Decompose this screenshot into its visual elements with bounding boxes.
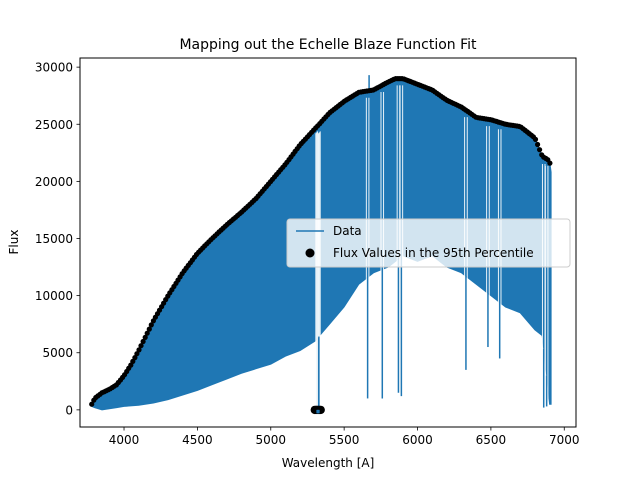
y-tick-label: 10000 xyxy=(35,289,73,303)
y-tick-label: 25000 xyxy=(35,118,73,132)
y-tick-label: 15000 xyxy=(35,232,73,246)
y-tick-label: 5000 xyxy=(42,346,73,360)
legend-percentile-label: Flux Values in the 95th Percentile xyxy=(333,246,534,260)
x-tick-label: 6000 xyxy=(402,433,433,447)
y-tick-label: 0 xyxy=(65,403,73,417)
y-tick-label: 20000 xyxy=(35,175,73,189)
legend-percentile-swatch xyxy=(305,248,315,258)
percentile-point xyxy=(148,322,154,328)
x-axis-label: Wavelength [A] xyxy=(282,456,375,470)
axes-frame xyxy=(79,57,577,428)
chart-title: Mapping out the Echelle Blaze Function F… xyxy=(179,37,477,53)
percentile-point xyxy=(532,136,539,142)
legend-frame xyxy=(286,218,571,268)
y-axis: 0 5000 10000 15000 20000 25000 30000 xyxy=(35,61,80,417)
x-tick-label: 5000 xyxy=(255,433,286,447)
x-tick-label: 7000 xyxy=(549,433,580,447)
percentile-point xyxy=(134,351,140,357)
percentile-points xyxy=(89,76,553,415)
percentile-point xyxy=(89,401,95,407)
percentile-point xyxy=(130,358,136,364)
x-tick-label: 6500 xyxy=(476,433,507,447)
x-tick-label: 4500 xyxy=(182,433,213,447)
y-axis-label: Flux xyxy=(7,230,21,255)
percentile-point xyxy=(535,141,541,148)
percentile-point xyxy=(136,347,142,353)
x-tick-label: 5500 xyxy=(329,433,360,447)
percentile-point xyxy=(146,326,152,332)
x-tick-label: 4000 xyxy=(109,433,140,447)
legend: Data Flux Values in the 95th Percentile xyxy=(286,218,571,268)
percentile-point xyxy=(138,343,144,349)
percentile-point xyxy=(142,334,148,340)
percentile-point xyxy=(547,160,553,166)
x-axis: 4000 4500 5000 5500 6000 6500 7000 xyxy=(109,427,580,447)
percentile-point xyxy=(537,147,543,153)
percentile-point xyxy=(132,355,138,361)
y-tick-label: 30000 xyxy=(35,61,73,75)
legend-data-label: Data xyxy=(333,224,362,238)
percentile-point xyxy=(144,330,150,336)
percentile-point xyxy=(140,338,146,345)
